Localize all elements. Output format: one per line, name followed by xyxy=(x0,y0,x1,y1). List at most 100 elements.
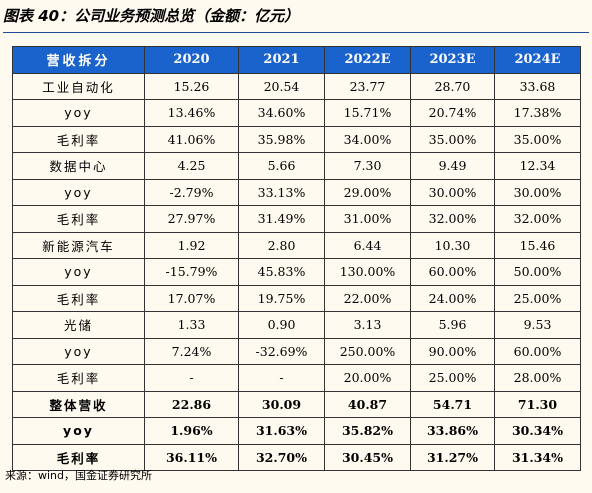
table-cell: 5.96 xyxy=(410,311,495,339)
table-cell: 30.00% xyxy=(410,178,495,206)
table-cell: 45.83% xyxy=(238,258,325,286)
table-row: 毛利率 - -20.00% 25.00% 28.00% xyxy=(12,364,581,392)
table-header-row: 营收拆分 2020 2021 2022E 2023E 2024E xyxy=(12,46,581,74)
table-cell: 30.34% xyxy=(494,417,581,445)
table-row: yoy 7.24% -32.69% 250.00% 90.00% 60.00% xyxy=(12,337,581,365)
table-cell: 30.45% xyxy=(324,443,411,471)
row-label: yoy xyxy=(12,417,145,445)
table-cell: 1.33 xyxy=(144,311,239,339)
table-cell: 24.00% xyxy=(410,284,495,312)
table-cell: 20.54 xyxy=(238,72,325,100)
table-row: 毛利率 41.06% 35.98% 34.00% 35.00% 35.00% xyxy=(12,125,581,153)
table-cell: 32.70% xyxy=(238,443,325,471)
table-cell: 20.00% xyxy=(324,364,411,392)
table-cell: 0.90 xyxy=(238,311,325,339)
table-cell: -15.79% xyxy=(144,258,239,286)
row-label: 毛利率 xyxy=(12,205,145,233)
row-label: yoy xyxy=(12,178,145,206)
table-cell: - xyxy=(144,364,239,392)
table-cell: 6.44 xyxy=(324,231,411,259)
row-label: yoy xyxy=(12,99,145,127)
header-year-2021: 2021 xyxy=(238,46,325,74)
table-cell: 33.86% xyxy=(410,417,495,445)
table-cell: 71.30 xyxy=(494,390,581,418)
table-row: 毛利率 17.07% 19.75% 22.00% 24.00% 25.00% xyxy=(12,284,581,312)
table-cell: 13.46% xyxy=(144,99,239,127)
table-cell: 7.24% xyxy=(144,337,239,365)
table-cell: 31.63% xyxy=(238,417,325,445)
table-cell: 19.75% xyxy=(238,284,325,312)
table-cell: -32.69% xyxy=(238,337,325,365)
header-label-column: 营收拆分 xyxy=(12,46,145,74)
title-divider xyxy=(3,32,589,33)
table-cell: 12.34 xyxy=(494,152,581,180)
table-cell: 32.00% xyxy=(494,205,581,233)
table-row: 毛利率 27.97% 31.49% 31.00% 32.00% 32.00% xyxy=(12,205,581,233)
table-cell: 20.74% xyxy=(410,99,495,127)
table-row: yoy 13.46% 34.60% 15.71% 20.74% 17.38% xyxy=(12,99,581,127)
table-cell: 22.00% xyxy=(324,284,411,312)
table-cell: 36.11% xyxy=(144,443,239,471)
table-cell: 7.30 xyxy=(324,152,411,180)
table-cell: 34.00% xyxy=(324,125,411,153)
table-cell: 15.46 xyxy=(494,231,581,259)
table-cell: 31.34% xyxy=(494,443,581,471)
table-cell: 35.00% xyxy=(410,125,495,153)
table-cell: 50.00% xyxy=(494,258,581,286)
row-label: 毛利率 xyxy=(12,443,145,471)
table-cell: 35.82% xyxy=(324,417,411,445)
row-label: 毛利率 xyxy=(12,125,145,153)
row-label: 光储 xyxy=(12,311,145,339)
table-cell: 60.00% xyxy=(494,337,581,365)
header-year-2024e: 2024E xyxy=(494,46,581,74)
table-cell: 33.13% xyxy=(238,178,325,206)
table-cell: 9.49 xyxy=(410,152,495,180)
table-cell: 4.25 xyxy=(144,152,239,180)
row-label: 工业自动化 xyxy=(12,72,145,100)
row-label: 数据中心 xyxy=(12,152,145,180)
table-cell: 28.00% xyxy=(494,364,581,392)
table-cell: 28.70 xyxy=(410,72,495,100)
table-cell: 25.00% xyxy=(494,284,581,312)
header-year-2023e: 2023E xyxy=(410,46,495,74)
table-cell: 31.00% xyxy=(324,205,411,233)
table-cell: 30.00% xyxy=(494,178,581,206)
table-cell: 3.13 xyxy=(324,311,411,339)
table-cell: 30.09 xyxy=(238,390,325,418)
table-cell: 54.71 xyxy=(410,390,495,418)
table-cell: 1.92 xyxy=(144,231,239,259)
table-cell: 33.68 xyxy=(494,72,581,100)
table-cell: 250.00% xyxy=(324,337,411,365)
table-cell: 17.07% xyxy=(144,284,239,312)
header-year-2020: 2020 xyxy=(144,46,239,74)
table-row: yoy -15.79% 45.83% 130.00% 60.00% 50.00% xyxy=(12,258,581,286)
table-cell: 130.00% xyxy=(324,258,411,286)
row-label: 毛利率 xyxy=(12,364,145,392)
table-cell: 40.87 xyxy=(324,390,411,418)
table-row: 毛利率 36.11% 32.70% 30.45% 31.27% 31.34% xyxy=(12,443,581,471)
header-year-2022e: 2022E xyxy=(324,46,411,74)
table-cell: 27.97% xyxy=(144,205,239,233)
row-label: yoy xyxy=(12,258,145,286)
table-cell: 41.06% xyxy=(144,125,239,153)
row-label: 整体营收 xyxy=(12,390,145,418)
table-cell: 15.71% xyxy=(324,99,411,127)
row-label: 新能源汽车 xyxy=(12,231,145,259)
table-cell: 1.96% xyxy=(144,417,239,445)
table-row: 光储 1.33 0.90 3.13 5.96 9.53 xyxy=(12,311,581,339)
source-note: 来源：wind，国金证券研究所 xyxy=(5,469,153,482)
row-label: 毛利率 xyxy=(12,284,145,312)
table-cell: 15.26 xyxy=(144,72,239,100)
table-cell: 35.00% xyxy=(494,125,581,153)
table-cell: 32.00% xyxy=(410,205,495,233)
table-cell: 9.53 xyxy=(494,311,581,339)
row-label: yoy xyxy=(12,337,145,365)
table-cell: 2.80 xyxy=(238,231,325,259)
figure-title: 图表 40：公司业务预测总览（金额：亿元） xyxy=(3,7,300,25)
table-row: yoy -2.79% 33.13% 29.00% 30.00% 30.00% xyxy=(12,178,581,206)
table-cell: 23.77 xyxy=(324,72,411,100)
table-cell: 31.49% xyxy=(238,205,325,233)
table-cell: 60.00% xyxy=(410,258,495,286)
table-cell: 17.38% xyxy=(494,99,581,127)
table-cell: 25.00% xyxy=(410,364,495,392)
